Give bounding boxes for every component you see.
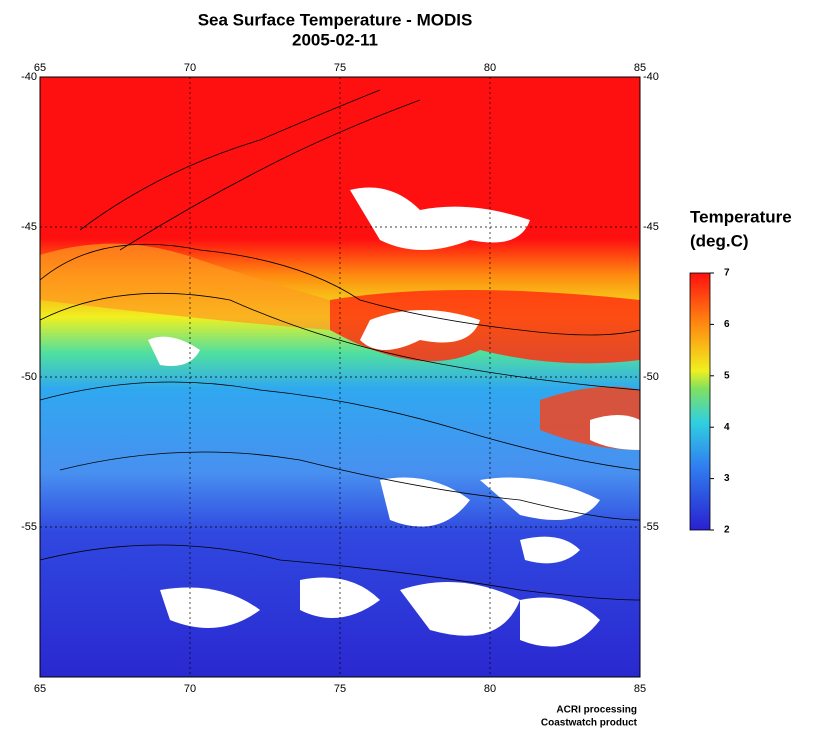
title: Sea Surface Temperature - MODIS [198, 10, 473, 29]
y-tick-label: -45 [643, 221, 659, 233]
colorbar-unit: (deg.C) [690, 231, 749, 250]
colorbar-tick-label: 7 [724, 268, 730, 279]
colorbar-tick-label: 6 [724, 319, 730, 330]
x-tick-label: 80 [484, 62, 496, 74]
x-tick-label: 65 [34, 683, 46, 695]
x-tick-label: 75 [334, 62, 346, 74]
colorbar [689, 272, 711, 531]
x-tick-label: 85 [634, 62, 646, 74]
credit: ACRI processing [556, 705, 637, 716]
subtitle: 2005-02-11 [292, 30, 378, 49]
y-tick-label: -50 [643, 371, 659, 383]
colorbar-tick-label: 4 [724, 422, 730, 433]
y-tick-label: -40 [643, 71, 659, 83]
y-tick-label: -50 [21, 371, 37, 383]
credit: Coastwatch product [541, 718, 638, 729]
y-tick-label: -55 [643, 521, 659, 533]
colorbar-tick-label: 5 [724, 370, 730, 381]
colorbar-tick-label: 2 [724, 525, 730, 536]
x-tick-label: 75 [334, 683, 346, 695]
x-tick-label: 65 [34, 62, 46, 74]
y-tick-label: -55 [21, 521, 37, 533]
x-tick-label: 85 [634, 683, 646, 695]
y-tick-label: -45 [21, 221, 37, 233]
colorbar-title: Temperature [690, 207, 792, 226]
colorbar-tick-label: 3 [724, 473, 730, 484]
y-tick-label: -40 [21, 71, 37, 83]
x-tick-label: 70 [184, 62, 196, 74]
x-tick-label: 80 [484, 683, 496, 695]
x-tick-label: 70 [184, 683, 196, 695]
